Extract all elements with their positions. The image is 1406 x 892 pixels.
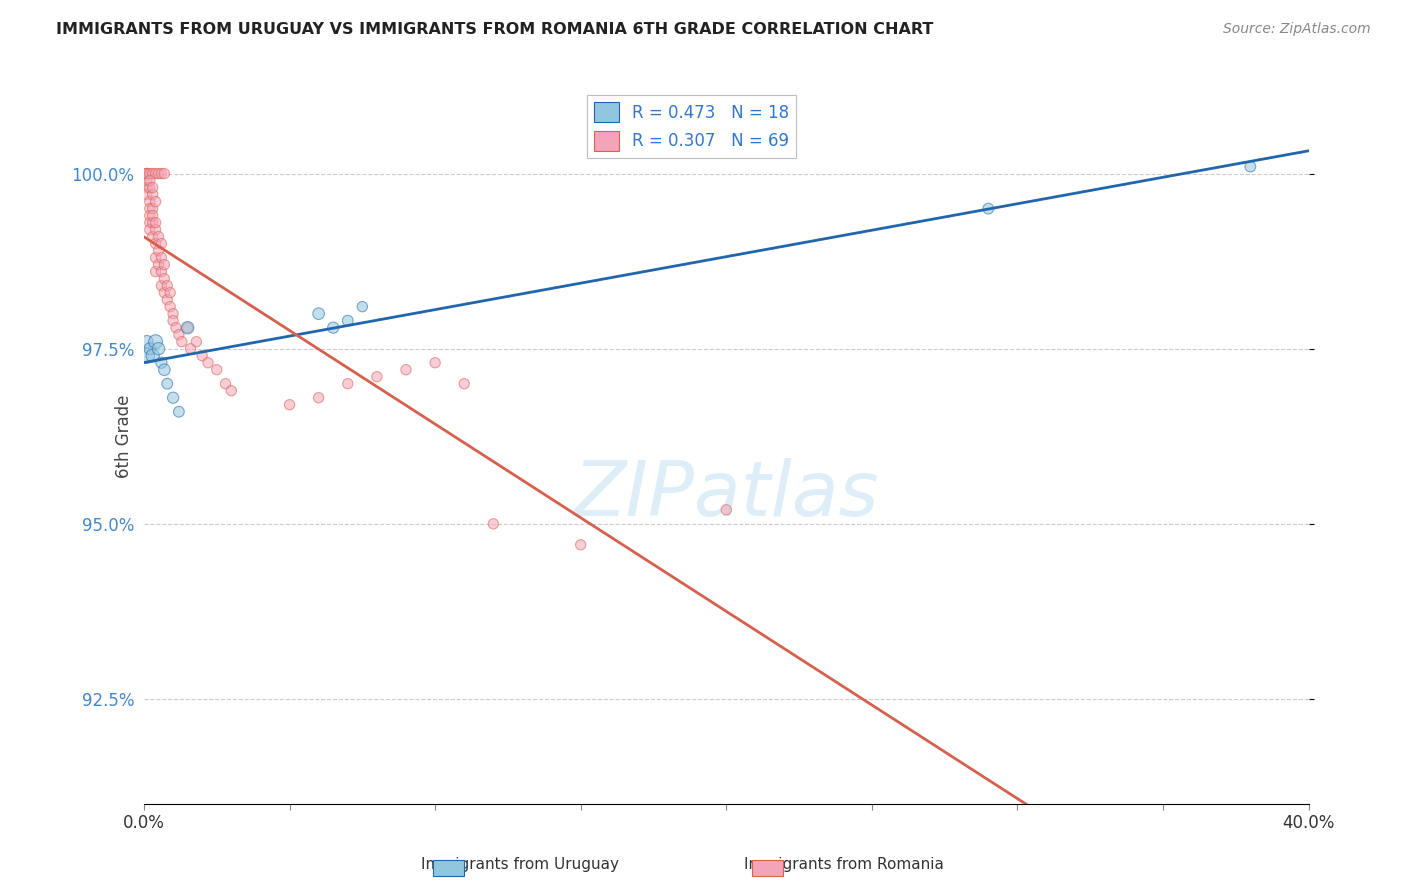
- Point: [139, 209, 162, 223]
- Point: [139, 180, 162, 194]
- Point: [159, 300, 181, 314]
- Point: [308, 307, 330, 321]
- Point: [135, 167, 157, 181]
- Point: [142, 216, 165, 230]
- Point: [162, 307, 184, 321]
- Text: IMMIGRANTS FROM URUGUAY VS IMMIGRANTS FROM ROMANIA 6TH GRADE CORRELATION CHART: IMMIGRANTS FROM URUGUAY VS IMMIGRANTS FR…: [56, 22, 934, 37]
- Point: [153, 362, 176, 376]
- Point: [145, 222, 167, 236]
- Point: [139, 167, 162, 181]
- Point: [139, 216, 162, 230]
- Point: [352, 300, 374, 314]
- Y-axis label: 6th Grade: 6th Grade: [115, 394, 132, 478]
- Point: [453, 376, 475, 391]
- Point: [150, 356, 173, 370]
- Point: [336, 376, 359, 391]
- Point: [482, 516, 505, 531]
- Point: [153, 285, 176, 300]
- Point: [145, 251, 167, 265]
- Point: [142, 349, 165, 363]
- Point: [142, 209, 165, 223]
- Point: [153, 271, 176, 285]
- Point: [186, 334, 208, 349]
- Point: [139, 173, 162, 187]
- Point: [150, 278, 173, 293]
- Point: [139, 194, 162, 209]
- Point: [180, 342, 202, 356]
- Point: [142, 229, 165, 244]
- Point: [176, 320, 198, 334]
- Point: [135, 167, 157, 181]
- Point: [308, 391, 330, 405]
- Point: [716, 503, 738, 517]
- Point: [135, 334, 157, 349]
- Point: [191, 349, 214, 363]
- Point: [395, 362, 418, 376]
- Point: [162, 314, 184, 328]
- Point: [150, 265, 173, 279]
- Point: [145, 216, 167, 230]
- Point: [205, 362, 228, 376]
- Point: [142, 180, 165, 194]
- Point: [569, 538, 592, 552]
- Point: [145, 236, 167, 251]
- Point: [148, 167, 170, 181]
- Point: [148, 342, 170, 356]
- Text: Source: ZipAtlas.com: Source: ZipAtlas.com: [1223, 22, 1371, 37]
- Point: [423, 356, 446, 370]
- Point: [148, 258, 170, 272]
- Point: [336, 314, 359, 328]
- Point: [167, 327, 190, 342]
- Point: [156, 376, 179, 391]
- Point: [278, 398, 301, 412]
- Point: [165, 320, 187, 334]
- Point: [145, 167, 167, 181]
- Point: [139, 202, 162, 216]
- Point: [162, 391, 184, 405]
- Point: [150, 251, 173, 265]
- Point: [135, 167, 157, 181]
- Legend: R = 0.473   N = 18, R = 0.307   N = 69: R = 0.473 N = 18, R = 0.307 N = 69: [586, 95, 796, 158]
- Point: [221, 384, 243, 398]
- Point: [977, 202, 1000, 216]
- Point: [135, 167, 157, 181]
- Point: [145, 265, 167, 279]
- Point: [142, 187, 165, 202]
- Point: [148, 229, 170, 244]
- Point: [150, 167, 173, 181]
- Point: [142, 202, 165, 216]
- Point: [150, 236, 173, 251]
- Point: [322, 320, 344, 334]
- Point: [135, 180, 157, 194]
- Point: [153, 167, 176, 181]
- Point: [1239, 160, 1261, 174]
- Point: [156, 293, 179, 307]
- Point: [148, 244, 170, 258]
- Point: [139, 222, 162, 236]
- Point: [366, 369, 388, 384]
- Point: [145, 194, 167, 209]
- Point: [139, 342, 162, 356]
- Point: [145, 334, 167, 349]
- Point: [167, 405, 190, 419]
- Point: [197, 356, 219, 370]
- Point: [176, 320, 198, 334]
- Point: [156, 278, 179, 293]
- Point: [142, 167, 165, 181]
- Text: ZIPatlas: ZIPatlas: [574, 458, 879, 533]
- Point: [170, 334, 193, 349]
- Point: [135, 187, 157, 202]
- Point: [135, 173, 157, 187]
- Point: [214, 376, 236, 391]
- Point: [135, 349, 157, 363]
- Text: Immigrants from Uruguay: Immigrants from Uruguay: [422, 857, 619, 872]
- Point: [153, 258, 176, 272]
- Text: Immigrants from Romania: Immigrants from Romania: [744, 857, 943, 872]
- Point: [159, 285, 181, 300]
